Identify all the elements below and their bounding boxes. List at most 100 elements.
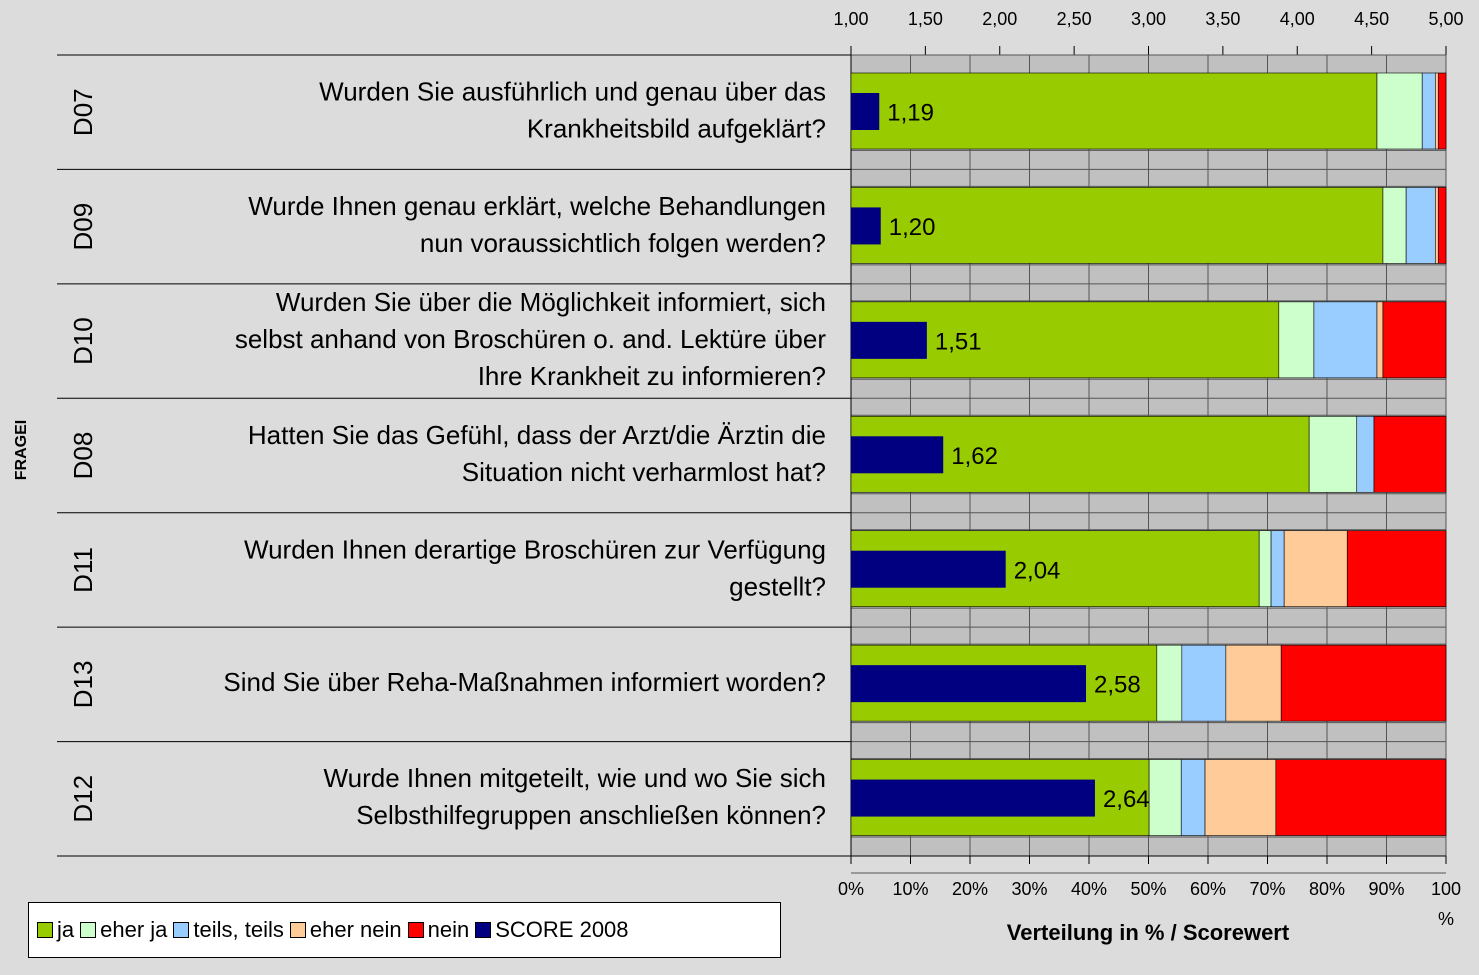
category-code: D07 xyxy=(68,88,98,136)
x-axis-label: Verteilung in % / Scorewert xyxy=(1007,920,1290,945)
question-label: Situation nicht verharmlost hat? xyxy=(462,457,826,487)
bar-segment xyxy=(1278,301,1315,379)
x2-tick-label: 1,50 xyxy=(908,9,943,29)
legend-label: nein xyxy=(427,917,470,942)
question-label: Krankheitsbild aufgeklärt? xyxy=(527,114,826,144)
bar-segment xyxy=(1308,415,1358,493)
value-label: 1,51 xyxy=(935,328,982,355)
x2-tick-label: 1,00 xyxy=(833,9,868,29)
bar-segment xyxy=(1346,530,1447,608)
legend-swatch xyxy=(173,922,190,938)
legend-item: eher nein xyxy=(289,917,402,943)
legend-swatch xyxy=(37,922,53,938)
bar-segment xyxy=(1313,301,1378,379)
score-bar xyxy=(851,779,1095,817)
x-tick-label: 100% xyxy=(1431,879,1461,929)
bar-segment xyxy=(1204,759,1277,836)
question-label: Wurden Sie ausführlich und genau über da… xyxy=(319,77,826,107)
value-label: 2,58 xyxy=(1094,672,1141,699)
bar-segment xyxy=(1376,301,1384,379)
legend: ja eher ja teils, teils eher nein nein SCORE … xyxy=(28,902,781,958)
legend-swatch xyxy=(475,922,492,938)
category-code: D09 xyxy=(68,203,98,251)
score-bar xyxy=(851,93,880,130)
legend-item: ja xyxy=(37,917,74,943)
legend-swatch xyxy=(289,922,306,938)
value-label: 1,19 xyxy=(887,100,934,127)
bar-segment xyxy=(1356,415,1375,493)
question-label: nun voraussichtlich folgen werden? xyxy=(420,228,826,258)
score-bar xyxy=(851,207,881,245)
bar-segment xyxy=(1280,644,1447,722)
bar-segment xyxy=(1275,759,1447,836)
category-code: D13 xyxy=(68,661,98,709)
category-code: D10 xyxy=(68,317,98,365)
bar-segment xyxy=(1434,72,1439,150)
category-code: D12 xyxy=(68,775,98,823)
y-axis-label: FRAGEI xyxy=(13,420,30,480)
question-label: Ihre Krankheit zu informieren? xyxy=(478,361,826,391)
bar-segment xyxy=(1437,187,1447,264)
bar-segment xyxy=(1376,72,1423,150)
question-label: Hatten Sie das Gefühl, dass der Arzt/die… xyxy=(248,420,826,450)
x2-tick-label: 5,00 xyxy=(1428,9,1463,29)
score-bar xyxy=(851,436,944,474)
score-bar xyxy=(851,321,927,359)
x2-tick-label: 3,00 xyxy=(1131,9,1166,29)
question-label: Sind Sie über Reha-Maßnahmen informiert … xyxy=(223,667,826,697)
bar-segment xyxy=(1434,187,1439,264)
question-label: Wurden Sie über die Möglichkeit informie… xyxy=(276,287,826,317)
question-label: Wurden Ihnen derartige Broschüren zur Ve… xyxy=(244,534,826,564)
value-label: 1,62 xyxy=(951,443,998,470)
question-label: Selbsthilfegruppen anschließen können? xyxy=(356,800,826,830)
legend-label: teils, teils xyxy=(193,917,284,942)
x-tick-label: 60% xyxy=(1190,879,1226,899)
x2-tick-label: 4,50 xyxy=(1354,9,1389,29)
question-label: Wurde Ihnen genau erklärt, welche Behand… xyxy=(248,191,826,221)
legend-item: teils, teils xyxy=(173,917,284,943)
bar-segment xyxy=(1373,415,1447,493)
value-label: 2,64 xyxy=(1103,786,1150,813)
bar-segment xyxy=(1270,530,1285,608)
bar-segment xyxy=(1180,759,1206,836)
bar-segment xyxy=(1156,644,1183,722)
value-label: 1,20 xyxy=(889,214,936,241)
bar-segment xyxy=(1382,301,1447,379)
category-code: D11 xyxy=(68,547,98,593)
question-label: Wurde Ihnen mitgeteilt, wie und wo Sie s… xyxy=(324,763,826,793)
x-tick-label: 0% xyxy=(838,879,864,899)
bar-segment xyxy=(1437,72,1447,150)
x-tick-label: 10% xyxy=(892,879,928,899)
x-tick-label: 30% xyxy=(1011,879,1047,899)
x-tick-label: 80% xyxy=(1309,879,1345,899)
x2-tick-label: 2,50 xyxy=(1057,9,1092,29)
legend-label: SCORE 2008 xyxy=(495,917,629,942)
bar-segment xyxy=(1148,759,1182,836)
x-tick-label: 70% xyxy=(1249,879,1285,899)
question-label: selbst anhand von Broschüren o. and. Lek… xyxy=(235,324,827,354)
legend-swatch xyxy=(80,922,97,938)
bar-segment xyxy=(1283,530,1348,608)
x-tick-label: 40% xyxy=(1071,879,1107,899)
legend-item: eher ja xyxy=(80,917,167,943)
legend-label: ja xyxy=(57,917,75,942)
x2-tick-label: 3,50 xyxy=(1205,9,1240,29)
score-bar xyxy=(851,665,1087,703)
bar-segment xyxy=(1225,644,1282,722)
legend-item: nein xyxy=(407,917,470,943)
legend-item: SCORE 2008 xyxy=(475,917,629,943)
legend-swatch xyxy=(407,922,424,938)
x2-tick-label: 4,00 xyxy=(1280,9,1315,29)
x-tick-label: 90% xyxy=(1368,879,1404,899)
bar-segment xyxy=(1382,187,1407,264)
x-tick-label: 20% xyxy=(952,879,988,899)
x2-tick-label: 2,00 xyxy=(982,9,1017,29)
value-label: 2,04 xyxy=(1014,557,1061,584)
category-code: D08 xyxy=(68,432,98,480)
question-label: gestellt? xyxy=(729,571,826,601)
legend-label: eher nein xyxy=(309,917,402,942)
score-bar xyxy=(851,550,1006,588)
bar-segment xyxy=(1258,530,1272,608)
